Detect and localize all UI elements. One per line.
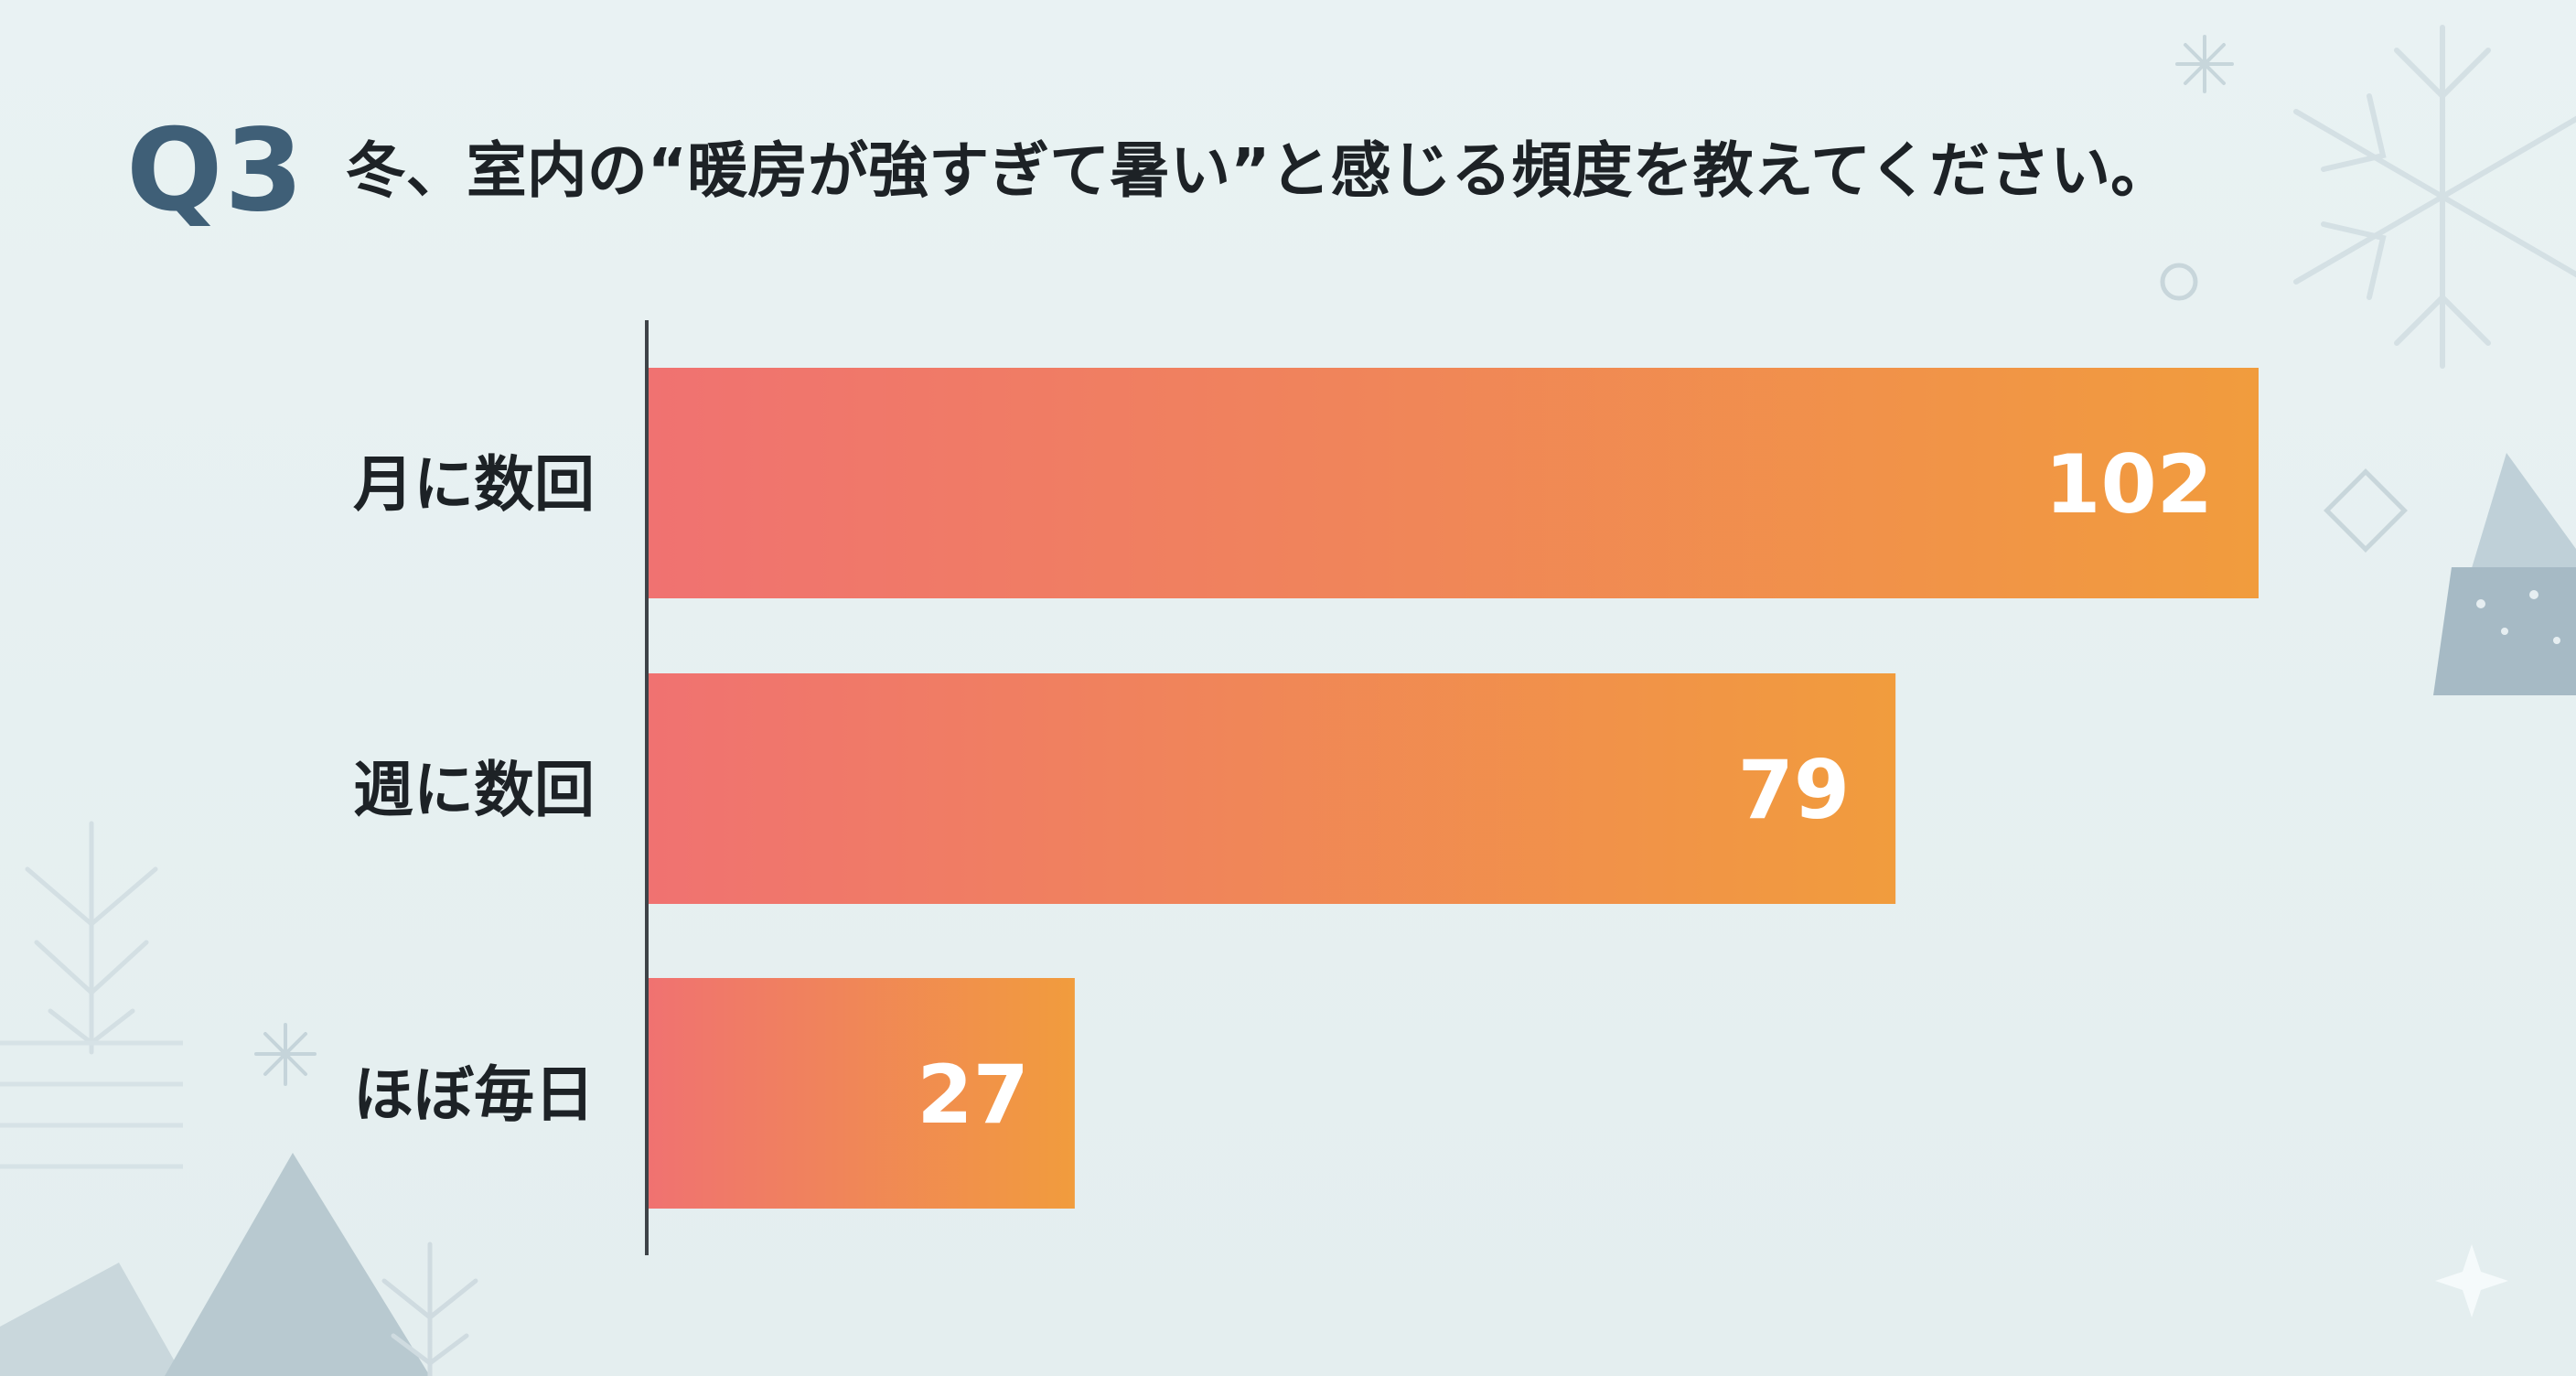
bar-3 [649,978,1075,1209]
bar-1 [649,368,2259,598]
question-number: Q3 [126,105,306,237]
circle-icon [2160,263,2198,301]
bars-group: 月に数回 102 週に数回 79 ほぼ毎日 27 [353,368,2259,1209]
tree-icon [2433,453,2576,695]
sparkle-icon [2175,35,2234,93]
category-label: 月に数回 [353,449,595,520]
chart-header: Q3 冬、室内の“暖房が強すぎて暑い”と感じる頻度を教えてください。 [126,102,2171,240]
chart-title: 冬、室内の“暖房が強すぎて暑い”と感じる頻度を教えてください。 [345,135,2172,206]
sparkle-icon [2435,1244,2508,1317]
bar-value-label: 27 [917,1048,1028,1142]
mountain-icon [0,1153,430,1376]
stripes-decoration [0,1040,183,1169]
diamond-icon [2324,468,2408,553]
bar-2 [649,673,1896,904]
sparkle-icon [254,1023,317,1086]
category-label: 週に数回 [353,755,595,825]
category-label: ほぼ毎日 [353,1059,595,1130]
branch-icon [381,1242,478,1376]
bar-value-label: 79 [1738,743,1850,837]
snowflake-icon [2293,25,2576,369]
bar-value-label: 102 [2045,437,2213,532]
